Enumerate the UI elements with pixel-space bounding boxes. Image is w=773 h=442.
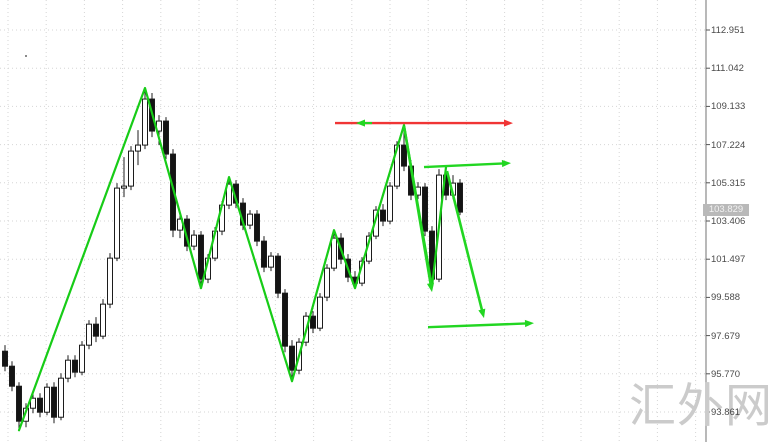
green-back-arrow-head [356,119,365,127]
candle-bullish [247,213,253,226]
red-resistance-arrow-head [504,119,513,127]
current-price-tag: 103.829 [703,204,749,216]
candle-bullish [135,144,141,152]
candle-bullish [30,397,36,409]
candle-bullish [100,303,106,337]
candle-bullish [191,234,197,247]
candle-bearish [37,397,43,413]
candle-bearish [72,359,78,373]
candle-bullish [226,183,232,206]
green-impulse-down-arrow [402,125,433,288]
green-impulse-down-arrow-head [426,282,435,293]
candle-bearish [16,385,22,422]
candle-bullish [107,257,113,305]
candle-bullish [387,185,393,222]
candle-bearish [9,365,15,387]
candle-bullish [65,359,71,379]
candle-bearish [261,240,267,268]
candle-bullish [114,187,120,259]
stray-dot [25,55,27,57]
candle-bearish [310,315,316,329]
candle-bearish [163,120,169,155]
green-projection-down-arrow-head [478,308,486,319]
candle-bearish [401,144,407,167]
green-projection-down-arrow [445,170,485,315]
candle-bearish [51,386,57,418]
candle-bullish [121,185,127,189]
candle-bullish [79,344,85,373]
green-target-level-arrow-head [524,319,534,328]
green-level-arrow [423,162,507,169]
candle-bullish [317,296,323,329]
candle-bullish [142,98,148,146]
candle-bearish [275,255,281,294]
candle-bearish [2,350,8,367]
candle-bearish [289,345,295,371]
candle-bearish [457,182,463,213]
watermark-text: 汇外网 [629,379,773,434]
candle-bullish [86,323,92,346]
candle-bullish [324,267,330,298]
candle-bearish [254,213,260,242]
candle-bullish [44,386,50,413]
green-level-arrow-head [501,159,511,168]
candle-bullish [268,255,274,268]
candle-bearish [380,209,386,222]
candle-bearish [198,234,204,280]
green-target-level-arrow [427,322,530,329]
candle-bullish [128,150,134,187]
candle-bearish [282,292,288,347]
candle-bearish [422,186,428,232]
candle-bearish [93,323,99,337]
candle-bullish [331,237,337,269]
candle-bullish [58,377,64,418]
